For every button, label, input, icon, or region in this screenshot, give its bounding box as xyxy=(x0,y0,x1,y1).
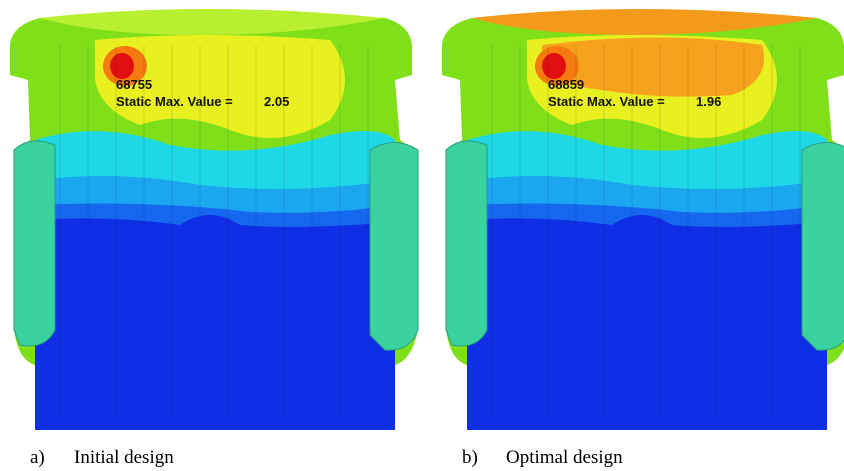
max-value: 1.96 xyxy=(696,94,721,109)
contour-panel: 68859 Static Max. Value = 1.96 b) Optimal de… xyxy=(442,9,844,468)
zone-deepblue xyxy=(467,215,827,430)
caption: Initial design xyxy=(74,447,174,468)
caption-letter: b) xyxy=(462,447,478,468)
pillar-right xyxy=(370,143,418,351)
figure: 68755 Static Max. Value = 2.05 a) Initial de… xyxy=(0,0,844,471)
node-id: 68859 xyxy=(548,77,584,92)
caption-letter: a) xyxy=(30,447,45,468)
contour-panel: 68755 Static Max. Value = 2.05 a) Initial de… xyxy=(10,9,418,468)
max-label: Static Max. Value = xyxy=(548,94,665,109)
node-id: 68755 xyxy=(116,77,152,92)
max-value: 2.05 xyxy=(264,94,289,109)
zone-deepblue xyxy=(35,215,395,430)
hotspot xyxy=(542,53,566,79)
pillar-left xyxy=(14,141,55,346)
hotspot xyxy=(110,53,134,79)
max-label: Static Max. Value = xyxy=(116,94,233,109)
caption: Optimal design xyxy=(506,447,623,468)
pillar-left xyxy=(446,141,487,346)
pillar-right xyxy=(802,143,844,351)
